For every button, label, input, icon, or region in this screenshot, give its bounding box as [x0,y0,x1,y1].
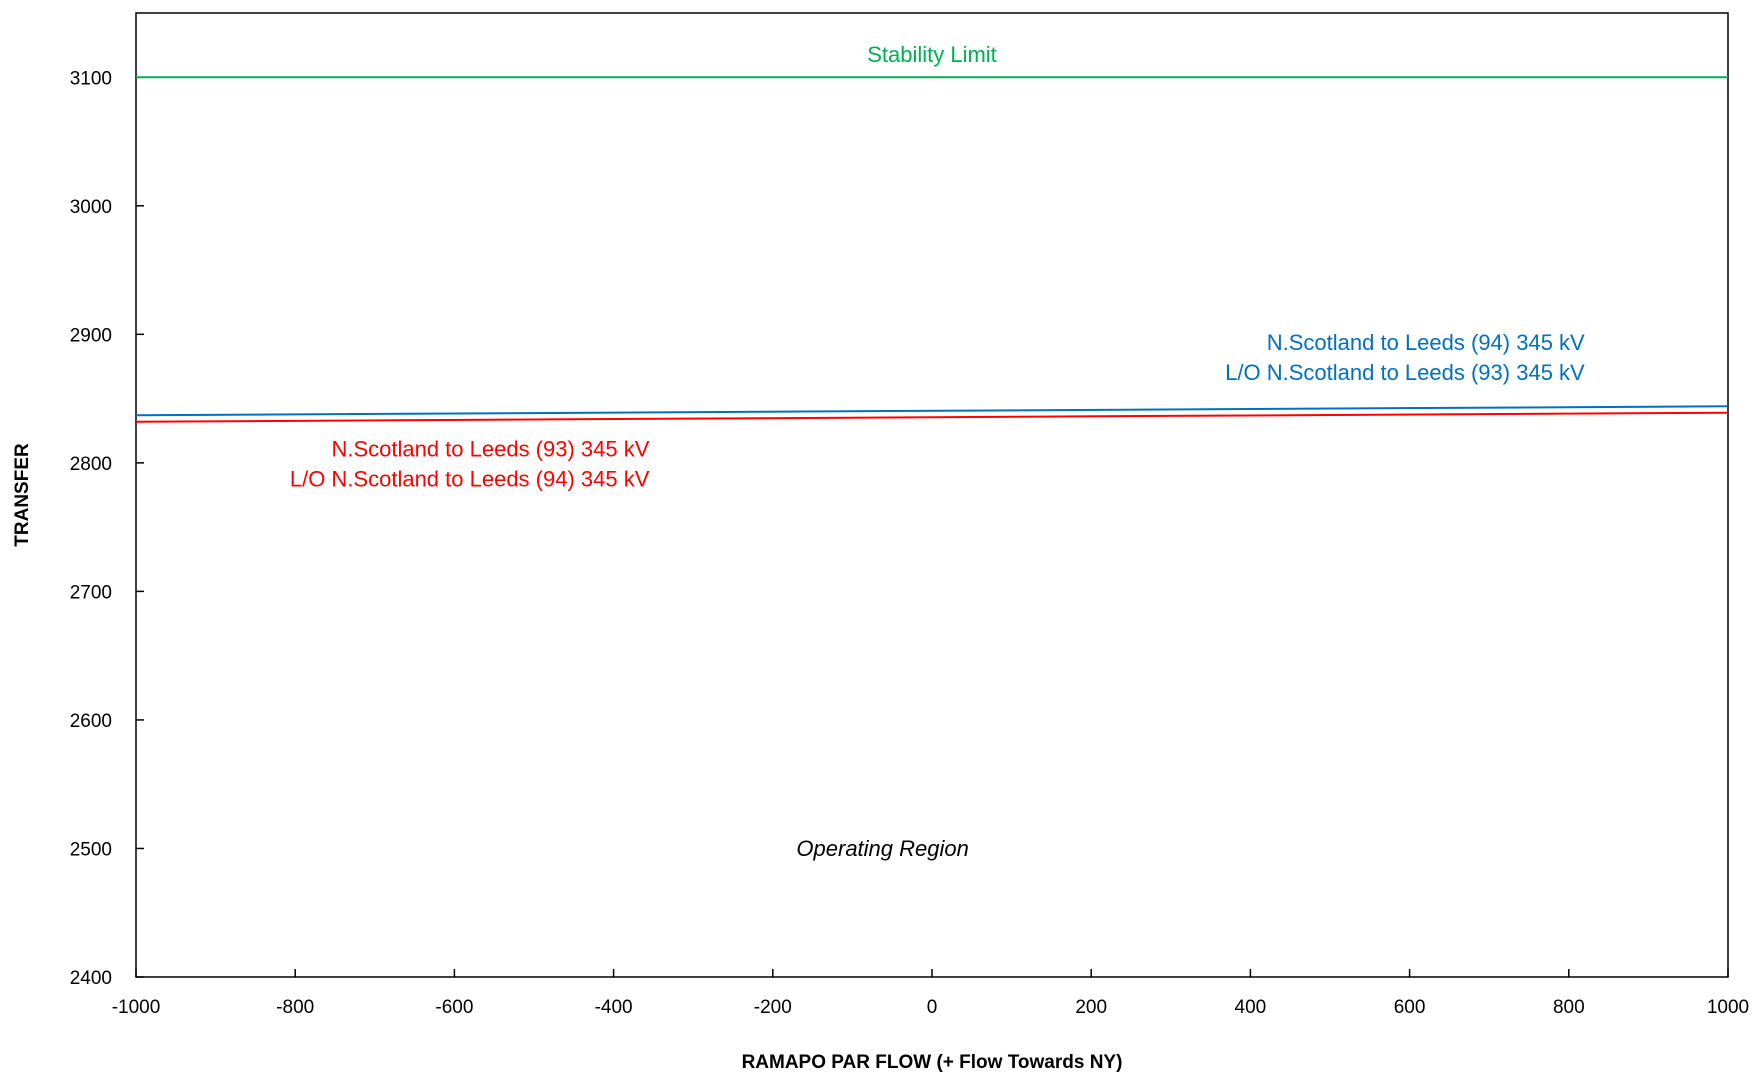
annotation-region: Operating Region [796,836,968,861]
y-tick-label: 2800 [70,454,112,475]
x-tick-label: 0 [927,997,938,1018]
axes: -1000 -800 -600 -400 -200 0 200 400 600 800 1000 24… [70,12,1749,1018]
annotation-line: Operating Region [796,836,968,861]
series-line-red [135,411,1729,423]
x-tick-label: 600 [1394,997,1426,1018]
x-tick-label: 200 [1075,997,1107,1018]
y-tick-label: 2400 [70,968,112,989]
x-tick-label: -1000 [112,997,161,1018]
x-tick-label: -400 [595,997,633,1018]
y-tick-label: 2700 [70,582,112,603]
annotation-line: Stability Limit [867,42,997,67]
x-tick-label: -800 [276,997,314,1018]
annotation-blue: N.Scotland to Leeds (94) 345 kV L/O N.Sco… [1225,330,1585,385]
y-tick-label: 2500 [70,839,112,860]
x-axis-title: RAMAPO PAR FLOW (+ Flow Towards NY) [742,1052,1123,1073]
annotations: Stability Limit N.Scotland to Leeds (94) … [290,42,1585,861]
y-axis-title: TRANSFER [12,443,33,547]
y-tick-label: 3100 [70,68,112,89]
plot-frame [135,12,1729,978]
x-tick-label: 400 [1235,997,1267,1018]
annotation-line: L/O N.Scotland to Leeds (93) 345 kV [1225,360,1585,385]
annotation-line: L/O N.Scotland to Leeds (94) 345 kV [290,466,650,491]
series-line-blue [135,405,1729,417]
y-tick-label: 2600 [70,711,112,732]
x-tick-label: -200 [754,997,792,1018]
y-tick-label: 3000 [70,197,112,218]
x-tick-label: 800 [1553,997,1585,1018]
y-tick-label: 2900 [70,325,112,346]
x-tick-label: -600 [435,997,473,1018]
annotation-red: N.Scotland to Leeds (93) 345 kV L/O N.Sco… [290,436,650,491]
annotation-line: N.Scotland to Leeds (93) 345 kV [331,436,649,461]
x-tick-label: 1000 [1707,997,1749,1018]
annotation-line: N.Scotland to Leeds (94) 345 kV [1267,330,1585,355]
annotation-stability: Stability Limit [867,42,997,67]
series-layer [135,76,1729,423]
